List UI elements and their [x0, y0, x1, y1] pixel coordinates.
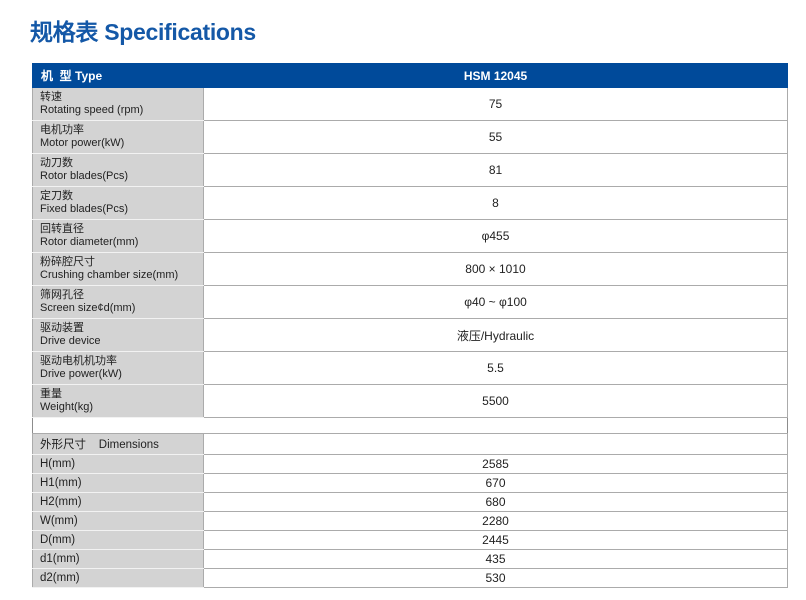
- spec-row: 驱动装置 Drive device 液压/Hydraulic: [32, 318, 788, 352]
- spec-label-cell: 筛网孔径 Screen size¢d(mm): [32, 285, 204, 319]
- dimension-value-cell: 435: [203, 549, 788, 569]
- spec-value-cell: 液压/Hydraulic: [203, 318, 788, 352]
- spacer-row: [32, 417, 788, 434]
- dimension-value-cell: 2445: [203, 530, 788, 550]
- spec-label-zh: 动刀数: [40, 156, 73, 169]
- spec-label-cell: 动刀数 Rotor blades(Pcs): [32, 153, 204, 187]
- spec-label-en: Drive device: [40, 335, 101, 347]
- spec-label-cell: 粉碎腔尺寸 Crushing chamber size(mm): [32, 252, 204, 286]
- dimension-value-cell: 2280: [203, 511, 788, 531]
- dimension-label-cell: W(mm): [32, 511, 204, 531]
- dimensions-header-value-cell: [203, 433, 788, 455]
- spec-row: 粉碎腔尺寸 Crushing chamber size(mm) 800 × 1010: [32, 252, 788, 286]
- spec-row: 动刀数 Rotor blades(Pcs) 81: [32, 153, 788, 187]
- spec-label-cell: 驱动装置 Drive device: [32, 318, 204, 352]
- dimension-label-cell: H2(mm): [32, 492, 204, 512]
- dimension-row: H2(mm) 680: [32, 492, 788, 512]
- spec-label-zh: 重量: [40, 387, 62, 400]
- dimension-value-cell: 530: [203, 568, 788, 588]
- spacer-cell: [32, 417, 788, 434]
- type-header-cell: 机 型 Type: [32, 63, 204, 88]
- spec-label-cell: 定刀数 Fixed blades(Pcs): [32, 186, 204, 220]
- specification-table: 机 型 Type HSM 12045 转速 Rotating speed (rpm…: [32, 63, 788, 588]
- spec-row: 电机功率 Motor power(kW) 55: [32, 120, 788, 154]
- spec-label-en: Crushing chamber size(mm): [40, 269, 179, 281]
- dimension-rows-body: H(mm) 2585 H1(mm) 670 H2(mm) 680 W(mm) 2280 D(mm…: [32, 454, 788, 588]
- spec-row: 转速 Rotating speed (rpm) 75: [32, 87, 788, 121]
- spec-value-cell: φ40 ~ φ100: [203, 285, 788, 319]
- spec-value-cell: 800 × 1010: [203, 252, 788, 286]
- spec-row: 重量 Weight(kg) 5500: [32, 384, 788, 418]
- spec-label-cell: 转速 Rotating speed (rpm): [32, 87, 204, 121]
- spec-label-en: Weight(kg): [40, 401, 93, 413]
- spec-value-cell: 5.5: [203, 351, 788, 385]
- dimension-label-cell: d1(mm): [32, 549, 204, 569]
- spec-value-cell: 8: [203, 186, 788, 220]
- dimension-label-cell: d2(mm): [32, 568, 204, 588]
- dimensions-header-row: 外形尺寸 Dimensions: [32, 433, 788, 455]
- dimension-row: d2(mm) 530: [32, 568, 788, 588]
- dimension-label-cell: D(mm): [32, 530, 204, 550]
- model-header-cell: HSM 12045: [203, 63, 788, 88]
- dimension-label-cell: H(mm): [32, 454, 204, 474]
- dimension-value-cell: 680: [203, 492, 788, 512]
- spec-label-zh: 驱动电机机功率: [40, 354, 117, 367]
- spec-label-en: Rotor blades(Pcs): [40, 170, 129, 182]
- spec-label-zh: 回转直径: [40, 222, 84, 235]
- spec-value-cell: 75: [203, 87, 788, 121]
- dimension-row: W(mm) 2280: [32, 511, 788, 531]
- spec-label-en: Rotor diameter(mm): [40, 236, 139, 248]
- spec-row: 回转直径 Rotor diameter(mm) φ455: [32, 219, 788, 253]
- page-title: 规格表 Specifications: [30, 19, 256, 45]
- dimension-row: H(mm) 2585: [32, 454, 788, 474]
- spec-value-cell: 5500: [203, 384, 788, 418]
- spec-label-en: Motor power(kW): [40, 137, 125, 149]
- spec-value-cell: 81: [203, 153, 788, 187]
- dimension-row: H1(mm) 670: [32, 473, 788, 493]
- spec-label-en: Screen size¢d(mm): [40, 302, 136, 314]
- spec-label-en: Drive power(kW): [40, 368, 122, 380]
- spec-label-en: Rotating speed (rpm): [40, 104, 144, 116]
- table-header-row: 机 型 Type HSM 12045: [32, 63, 788, 88]
- spec-label-zh: 粉碎腔尺寸: [40, 255, 95, 268]
- spec-label-zh: 筛网孔径: [40, 288, 84, 301]
- spec-value-cell: φ455: [203, 219, 788, 253]
- dimension-value-cell: 2585: [203, 454, 788, 474]
- spec-label-cell: 重量 Weight(kg): [32, 384, 204, 418]
- dimension-row: d1(mm) 435: [32, 549, 788, 569]
- spec-label-zh: 驱动装置: [40, 321, 84, 334]
- spec-row: 定刀数 Fixed blades(Pcs) 8: [32, 186, 788, 220]
- dimension-label-cell: H1(mm): [32, 473, 204, 493]
- dimensions-header-cell: 外形尺寸 Dimensions: [32, 433, 204, 455]
- spec-label-en: Fixed blades(Pcs): [40, 203, 129, 215]
- spec-row: 筛网孔径 Screen size¢d(mm) φ40 ~ φ100: [32, 285, 788, 319]
- spec-label-zh: 转速: [40, 90, 62, 103]
- spec-label-cell: 回转直径 Rotor diameter(mm): [32, 219, 204, 253]
- spec-value-cell: 55: [203, 120, 788, 154]
- dimension-row: D(mm) 2445: [32, 530, 788, 550]
- spec-rows-body: 转速 Rotating speed (rpm) 75 电机功率 Motor power(…: [32, 87, 788, 418]
- spec-label-zh: 定刀数: [40, 189, 73, 202]
- spec-label-cell: 电机功率 Motor power(kW): [32, 120, 204, 154]
- dimension-value-cell: 670: [203, 473, 788, 493]
- spec-label-zh: 电机功率: [40, 123, 84, 136]
- spec-row: 驱动电机机功率 Drive power(kW) 5.5: [32, 351, 788, 385]
- spec-label-cell: 驱动电机机功率 Drive power(kW): [32, 351, 204, 385]
